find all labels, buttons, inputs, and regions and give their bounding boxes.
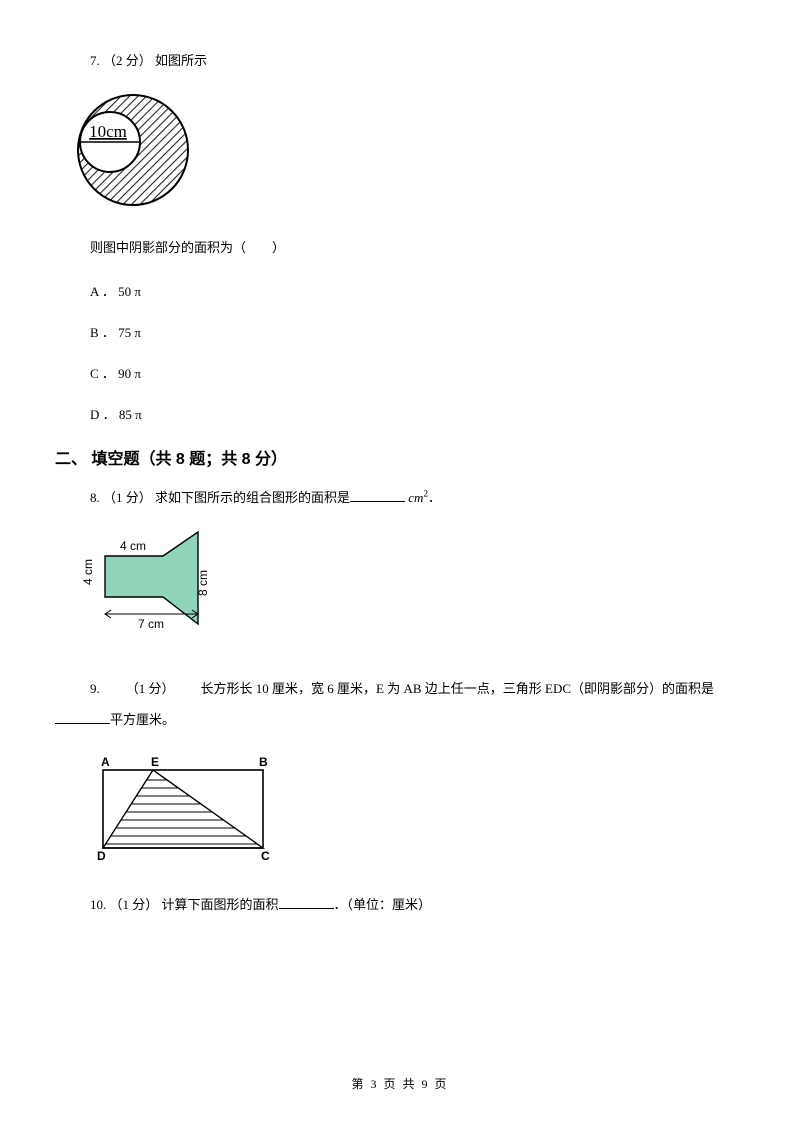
q8-top-label: 4 cm — [120, 539, 146, 553]
q10-suffix: ．（单位：厘米） — [334, 897, 432, 912]
q7-figure: 10cm — [70, 87, 745, 216]
q8-left-label: 4 cm — [83, 559, 95, 585]
q8-prefix: 8. （1 分） 求如下图所示的组合图形的面积是 — [90, 490, 350, 505]
q7-option-a[interactable]: A ． 50 π — [90, 281, 745, 300]
section-2-header: 二、 填空题（共 8 题；共 8 分） — [55, 445, 745, 469]
q8-text: 8. （1 分） 求如下图所示的组合图形的面积是 cm2． — [90, 487, 745, 506]
q8-suffix: ． — [428, 490, 441, 505]
page-footer: 第 3 页 共 9 页 — [0, 1075, 800, 1092]
q8-blank[interactable] — [350, 501, 405, 502]
q9-text-line2: 平方厘米。 — [55, 708, 745, 731]
q7-question: 则图中阴影部分的面积为（ ） — [90, 236, 745, 259]
q8-unit: cm2 — [408, 490, 428, 505]
q8-right-label: 8 cm — [196, 570, 210, 596]
q7-option-b[interactable]: B ． 75 π — [90, 322, 745, 341]
q9-figure: A E B D C — [83, 752, 745, 866]
q9-label-a: A — [101, 755, 110, 769]
q8-shape — [105, 532, 198, 624]
q10-prefix: 10. （1 分） 计算下面图形的面积 — [90, 897, 279, 912]
q9-label-c: C — [261, 849, 270, 862]
q8-bottom-label: 7 cm — [138, 617, 164, 631]
q10-text: 10. （1 分） 计算下面图形的面积 ．（单位：厘米） — [90, 894, 745, 913]
q10-blank[interactable] — [279, 908, 334, 909]
q7-dim-label: 10cm — [89, 122, 127, 141]
q9-blank[interactable] — [55, 723, 110, 724]
q8-figure: 4 cm 4 cm 8 cm 7 cm — [83, 524, 745, 648]
q7-option-c[interactable]: C ． 90 π — [90, 363, 745, 382]
q9-label-e: E — [151, 755, 159, 769]
q9-suffix: 平方厘米。 — [110, 712, 175, 727]
q9-label-d: D — [97, 849, 106, 862]
q7-option-d[interactable]: D ． 85 π — [90, 404, 745, 423]
q9-label-b: B — [259, 755, 268, 769]
q7-header: 7. （2 分） 如图所示 — [90, 50, 745, 69]
q9-text-line1: 9. （1 分） 长方形长 10 厘米，宽 6 厘米，E 为 AB 边上任一点，… — [90, 676, 745, 702]
